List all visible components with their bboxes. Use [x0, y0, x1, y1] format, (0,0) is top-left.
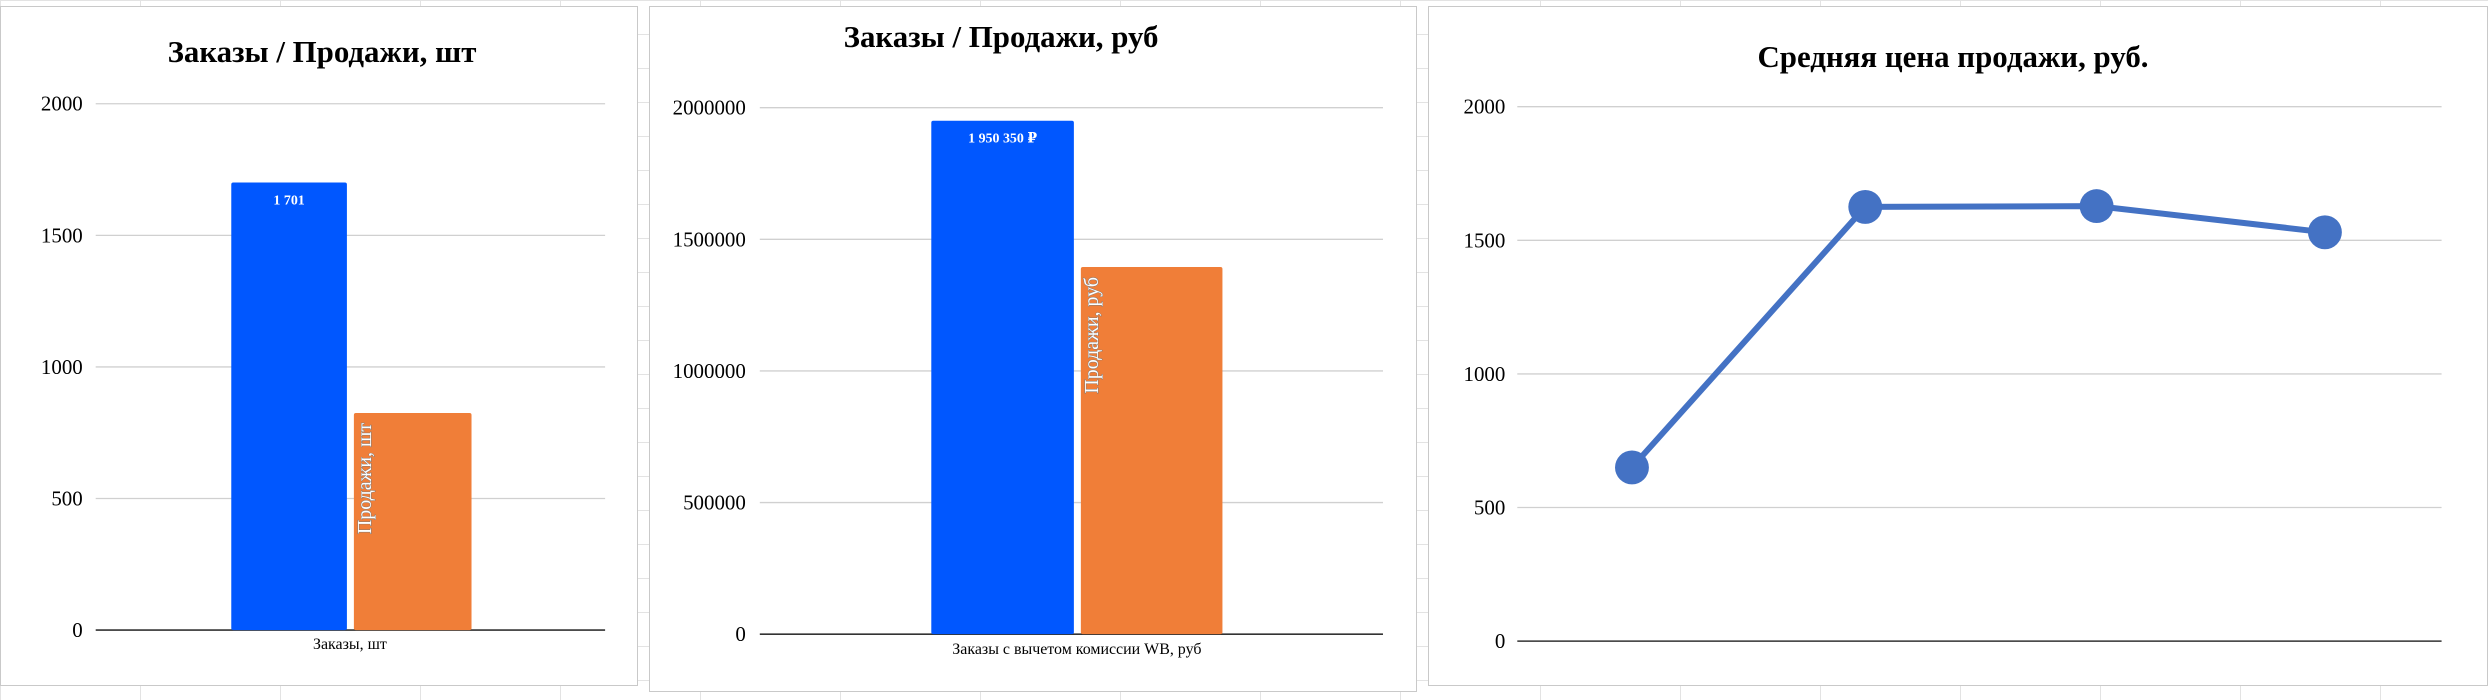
y-tick-label: 1500 [1463, 228, 1505, 252]
series-line [1629, 203, 2326, 470]
orders-sales-rub-svg: Заказы / Продажи, руб 0 500000 1000000 1500… [673, 19, 1383, 658]
y-tick-label: 2000 [41, 92, 83, 116]
bar-orders [931, 120, 1074, 635]
y-tick-label: 2000 [1463, 95, 1505, 119]
y-tick-label: 0 [72, 618, 82, 642]
series-name-label: Продажи, руб [1081, 277, 1103, 394]
y-tick-label: 2000000 [673, 96, 746, 120]
y-tick-label: 0 [1495, 629, 1505, 653]
data-point [1848, 189, 1883, 224]
category-label: Заказы, шт [313, 636, 387, 653]
y-tick-label: 1000000 [673, 359, 746, 383]
data-point [2307, 215, 2342, 250]
y-tick-label: 1000 [41, 355, 83, 379]
y-tick-label: 500 [51, 486, 82, 510]
data-label: 1 950 350 ₽ [968, 132, 1037, 147]
y-tick-label: 500 [1474, 496, 1505, 520]
y-tick-label: 1500000 [673, 227, 746, 251]
avg-sale-price-svg: Средняя цена продажи, руб. 0 500 1000 1500 2… [1463, 39, 2442, 653]
chart-title: Заказы / Продажи, шт [168, 34, 477, 69]
chart-title: Средняя цена продажи, руб. [1757, 39, 2148, 74]
avg-sale-price-chart: Средняя цена продажи, руб. 0 500 1000 1500 2… [1428, 6, 2488, 686]
orders-sales-qty-chart: Заказы / Продажи, шт 0 500 1000 1500 2000 1 … [0, 6, 638, 686]
data-point [1615, 450, 1649, 485]
y-tick-label: 0 [735, 622, 745, 646]
bar-orders [231, 182, 347, 631]
series-name-label: Продажи, шт [354, 423, 376, 534]
y-tick-label: 1000 [1463, 362, 1505, 386]
y-tick-label: 1500 [41, 223, 83, 247]
y-tick-label: 500000 [683, 491, 746, 515]
chart-title: Заказы / Продажи, руб [844, 19, 1159, 54]
bar-sales [1080, 266, 1223, 635]
data-point [2079, 189, 2114, 224]
orders-sales-rub-chart: Заказы / Продажи, руб 0 500000 1000000 1500… [649, 6, 1417, 692]
orders-sales-qty-svg: Заказы / Продажи, шт 0 500 1000 1500 2000 1 … [41, 34, 606, 653]
data-label: 1 701 [273, 193, 304, 208]
category-label: Заказы с вычетом комиссии WB, руб [952, 641, 1201, 658]
bar-sales [353, 412, 472, 631]
